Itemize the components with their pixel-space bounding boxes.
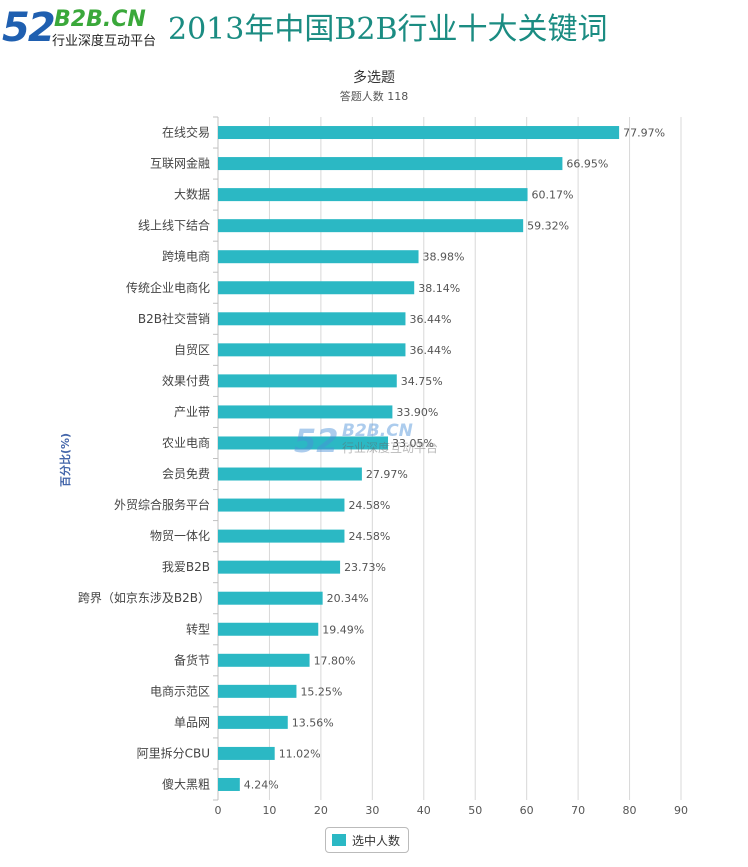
value-label: 59.32%: [527, 220, 569, 233]
x-tick-label: 90: [674, 804, 688, 817]
category-label: 阿里拆分CBU: [137, 745, 210, 760]
x-tick-label: 80: [623, 804, 637, 817]
logo-domain: B2B.CN: [54, 7, 146, 32]
category-label: 转型: [186, 621, 210, 636]
value-label: 60.17%: [532, 189, 574, 202]
logo-number: 52: [2, 5, 56, 51]
value-label: 38.98%: [423, 251, 465, 264]
legend-swatch: [332, 834, 346, 846]
category-label: 外贸综合服务平台: [114, 497, 210, 512]
value-label: 20.34%: [327, 592, 369, 605]
bar: [218, 374, 397, 388]
value-label: 77.97%: [623, 127, 665, 140]
legend[interactable]: 选中人数: [325, 827, 410, 853]
bar: [218, 715, 288, 729]
bar: [218, 560, 341, 574]
value-label: 38.14%: [418, 282, 460, 295]
x-tick-label: 0: [215, 804, 222, 817]
bar: [218, 250, 419, 264]
bar: [218, 591, 323, 605]
value-label: 24.58%: [348, 499, 390, 512]
x-tick-label: 30: [365, 804, 379, 817]
watermark-number: 52: [294, 422, 339, 460]
category-label: 备货节: [174, 652, 210, 667]
category-label: 传统企业电商化: [126, 280, 210, 295]
bar: [218, 436, 389, 450]
category-label: 单品网: [174, 715, 210, 729]
site-logo[interactable]: 52 B2B.CN 行业深度互动平台: [0, 6, 162, 58]
value-label: 17.80%: [314, 654, 356, 667]
value-label: 13.56%: [292, 716, 334, 729]
bar: [218, 498, 345, 512]
value-label: 33.05%: [392, 437, 434, 450]
legend-label: 选中人数: [352, 833, 401, 848]
category-label: 互联网金融: [150, 156, 210, 171]
bar: [218, 126, 620, 140]
category-label: 农业电商: [162, 435, 210, 450]
bar: [218, 684, 297, 698]
bar: [218, 529, 345, 543]
category-label: 物贸一体化: [150, 529, 210, 543]
x-tick-label: 50: [468, 804, 482, 817]
category-label: 跨境电商: [162, 249, 210, 264]
bar: [218, 746, 275, 760]
value-label: 11.02%: [279, 747, 321, 760]
page-title: 2013年中国B2B行业十大关键词: [168, 12, 608, 47]
x-tick-label: 60: [520, 804, 534, 817]
value-label: 33.90%: [396, 406, 438, 419]
category-label: 我爱B2B: [162, 560, 210, 574]
watermark-domain: B2B.CN: [342, 421, 413, 441]
value-label: 36.44%: [409, 313, 451, 326]
value-label: 36.44%: [409, 344, 451, 357]
bar: [218, 312, 406, 326]
bar: [218, 281, 415, 295]
bar: [218, 157, 563, 171]
category-label: 自贸区: [174, 343, 210, 357]
bar: [218, 777, 240, 791]
x-tick-label: 10: [262, 804, 276, 817]
value-label: 27.97%: [366, 468, 408, 481]
category-label: 效果付费: [162, 373, 210, 388]
bar: [218, 653, 310, 667]
category-label: 电商示范区: [150, 683, 210, 698]
value-label: 66.95%: [566, 158, 608, 171]
value-label: 34.75%: [401, 375, 443, 388]
watermark-slogan: 行业深度互动平台: [342, 440, 438, 455]
category-label: 线上线下结合: [138, 218, 210, 233]
header: 52 B2B.CN 行业深度互动平台 2013年中国B2B行业十大关键词: [0, 0, 748, 62]
category-label: 大数据: [174, 187, 210, 202]
category-label: 产业带: [174, 405, 210, 419]
chart-title: 多选题: [353, 69, 395, 86]
value-label: 19.49%: [322, 623, 364, 636]
value-label: 4.24%: [244, 778, 279, 791]
x-tick-label: 40: [417, 804, 431, 817]
category-label: B2B社交营销: [138, 311, 210, 326]
x-tick-label: 70: [571, 804, 585, 817]
value-label: 23.73%: [344, 561, 386, 574]
bar: [218, 622, 319, 636]
bar: [218, 343, 406, 357]
bar: [218, 467, 362, 481]
bar: [218, 188, 528, 202]
category-label: 傻大黑粗: [162, 777, 210, 791]
bar-layer: 在线交易 77.97% 互联网金融 66.95% 大数据 60.17% 线上线下结合 59.3…: [78, 125, 665, 792]
value-label: 24.58%: [348, 530, 390, 543]
bar: [218, 219, 524, 233]
logo-slogan: 行业深度互动平台: [52, 34, 157, 49]
watermark: 52 B2B.CN 行业深度互动平台: [294, 421, 438, 460]
category-label: 跨界（如京东涉及B2B）: [78, 590, 210, 605]
bar: [218, 405, 393, 419]
category-label: 在线交易: [162, 125, 210, 140]
category-label: 会员免费: [162, 466, 210, 481]
x-tick-label: 20: [314, 804, 328, 817]
chart-subtitle: 答题人数 118: [340, 89, 409, 103]
y-axis-title: 百分比(%): [58, 433, 72, 487]
value-label: 15.25%: [300, 685, 342, 698]
